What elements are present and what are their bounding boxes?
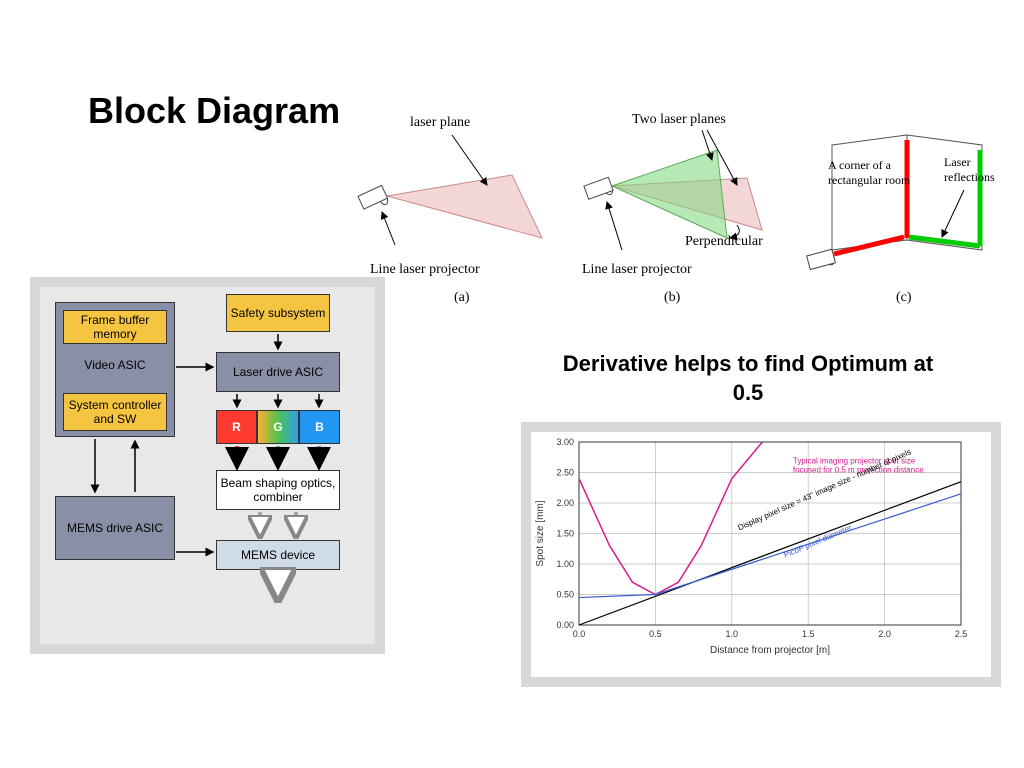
svg-text:2.00: 2.00 [556, 498, 574, 508]
label-line-projector-b: Line laser projector [582, 262, 692, 278]
svg-text:0.5: 0.5 [649, 629, 662, 639]
chart: 0.0 0.5 1.0 1.5 2.0 2.5 0.00 0.50 1.00 1.50 2.00 2.… [531, 432, 971, 657]
svg-text:0.00: 0.00 [556, 620, 574, 630]
caption-b: (b) [664, 290, 680, 306]
svg-text:1.00: 1.00 [556, 559, 574, 569]
svg-text:3.00: 3.00 [556, 437, 574, 447]
subtitle: Derivative helps to find Optimum at 0.5 [548, 350, 948, 407]
svg-text:1.0: 1.0 [726, 629, 739, 639]
svg-text:2.50: 2.50 [556, 468, 574, 478]
caption-c: (c) [896, 290, 912, 306]
svg-text:2.5: 2.5 [955, 629, 968, 639]
label-reflections: Laser reflections [944, 155, 1004, 185]
label-corner: A corner of a rectangular room [828, 158, 918, 188]
block-diagram-arrows [30, 277, 365, 634]
label-perpendicular: Perpendicular [685, 234, 763, 250]
svg-text:0.50: 0.50 [556, 590, 574, 600]
label-laser-plane: laser plane [410, 115, 470, 131]
svg-text:1.50: 1.50 [556, 529, 574, 539]
svg-text:PicoP pixel diameter: PicoP pixel diameter [783, 523, 854, 560]
svg-text:0.0: 0.0 [573, 629, 586, 639]
label-line-projector-a: Line laser projector [370, 262, 480, 278]
main-title: Block Diagram [88, 90, 340, 132]
svg-text:Distance from projector [m]: Distance from projector [m] [710, 645, 830, 656]
label-two-planes: Two laser planes [632, 112, 726, 128]
svg-text:1.5: 1.5 [802, 629, 815, 639]
svg-text:2.0: 2.0 [878, 629, 891, 639]
svg-text:Spot size [mm]: Spot size [mm] [535, 500, 546, 566]
caption-a: (a) [454, 290, 470, 306]
